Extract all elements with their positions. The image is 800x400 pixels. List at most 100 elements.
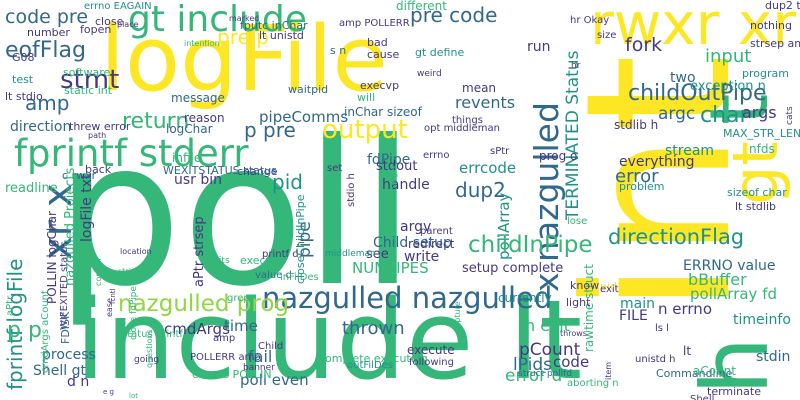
word-thrown: thrown xyxy=(342,318,405,339)
word-pre-code: pre code xyxy=(410,3,498,27)
word-unistd-h: unistd h xyxy=(635,354,676,365)
word-wexitstatus-status: WEXITSTATUS status xyxy=(163,164,277,177)
word-nothing: nothing xyxy=(750,19,792,32)
word-write: write xyxy=(404,249,440,265)
word-going: going xyxy=(134,355,160,365)
word-ls-l: ls l xyxy=(655,323,669,334)
word-size: size xyxy=(597,30,617,41)
word-directionflag: directionFlag xyxy=(608,225,745,249)
word-light: light xyxy=(566,296,591,309)
word-waitpid: waitpid xyxy=(288,83,329,96)
word-aptr-strsep: aPtr strsep xyxy=(192,216,207,287)
word-poll: poll xyxy=(55,98,416,331)
word-numpipes: NUMPIPES xyxy=(352,259,429,277)
word-file: FILE xyxy=(619,308,648,324)
word-bad: bad xyxy=(367,36,388,49)
word-stdlib-h: stdlib h xyxy=(614,118,659,132)
word-stmt: stmt xyxy=(60,65,120,95)
word-include-lt: include lt xyxy=(75,276,583,400)
word-set: set xyxy=(327,163,343,174)
word-revents: revents xyxy=(455,93,516,112)
word-inchar-sizeof: inChar sizeof xyxy=(344,105,422,119)
word-threw-error: threw error xyxy=(69,120,131,133)
word-will: will xyxy=(357,91,376,104)
word-d-n: d n xyxy=(67,374,90,390)
word-sptr: sPtr xyxy=(490,146,510,157)
word-main: main xyxy=(620,296,655,312)
word-pid: pid xyxy=(272,170,303,194)
word-pipecomms: pipeComms xyxy=(259,108,349,126)
word-cats: cats xyxy=(785,106,795,125)
word-close: close xyxy=(95,15,124,28)
word-errno-eagain: errno EAGAIN xyxy=(84,1,152,12)
word-stdin: stdin xyxy=(756,349,791,365)
word-dup2-threw: dup2 threw xyxy=(765,0,800,12)
word-childinpipe: childInPipe xyxy=(468,232,593,258)
word-splits: Splits xyxy=(205,256,230,266)
word-fdpipe: fdPipe xyxy=(367,152,411,168)
word-child-setup: Child setup xyxy=(373,235,452,251)
word-dup2: dup2 xyxy=(455,178,506,202)
word-amp: amp xyxy=(25,91,70,115)
word-amp-pollerr: amp POLLERR xyxy=(339,18,410,29)
word-gt-define: gt define xyxy=(415,46,465,59)
word-fork: fork xyxy=(625,34,663,56)
word-closechildinpipe: closeChildInPipe xyxy=(294,194,307,285)
word-g08: G08 xyxy=(12,51,35,64)
word-prog-o: prog o xyxy=(539,149,578,163)
word-argv: argv xyxy=(400,219,432,235)
word-things: things xyxy=(452,115,483,126)
word-program: program xyxy=(742,67,789,80)
word-run: run xyxy=(527,39,551,55)
word-setup-complete: setup complete xyxy=(462,261,564,276)
word-know: know xyxy=(570,279,600,292)
word-lot: lot xyxy=(129,392,138,400)
word-following: following xyxy=(409,357,454,368)
word-printf-d: printf d xyxy=(262,249,299,260)
word-errcode: errcode xyxy=(459,159,517,177)
word-nazgulled-prog: nazgulled prog xyxy=(118,291,289,317)
word-aptr: aPtr xyxy=(5,295,16,316)
word-terminate: terminate xyxy=(707,385,761,398)
word-nazgulled-nazgulled: nazgulled nazgulled xyxy=(262,281,553,315)
word-infildes: inFilDes xyxy=(280,272,319,283)
word-commandline: Commandline xyxy=(656,367,733,380)
word-weird: weird xyxy=(417,69,442,79)
word-argc: argc xyxy=(658,104,696,124)
word-redirect: redirect xyxy=(408,237,455,251)
word-shell-gt: Shell gt xyxy=(33,363,86,379)
word-execute: execute xyxy=(407,343,455,357)
word-grep: grep xyxy=(227,293,250,304)
word-pollerr-amp: POLLERR amp xyxy=(190,352,261,363)
word-poll-even: poll even xyxy=(240,371,309,389)
word-intention: intention xyxy=(184,39,220,48)
word-p-pre: p pre xyxy=(244,118,296,142)
word-timeinfo: timeinfo xyxy=(733,312,791,328)
word-process: process xyxy=(42,347,96,363)
word-readline: readline xyxy=(5,181,58,196)
word-value-d: value d xyxy=(255,270,292,281)
word-amp: amp xyxy=(213,333,236,344)
word-e-g: e g xyxy=(103,388,114,396)
word-item: item xyxy=(604,361,613,380)
word-s-n: s n xyxy=(330,44,347,57)
word-nazgulled-projects: nazgulled Projects xyxy=(63,167,78,286)
word-execv: execv xyxy=(240,254,273,267)
word-capture: capture xyxy=(453,301,462,332)
word-time: time xyxy=(224,317,258,335)
word-problem: problem xyxy=(619,180,665,193)
word-path: path xyxy=(88,131,107,140)
word-infile: infile xyxy=(172,151,202,165)
word-message: message xyxy=(171,91,225,105)
word-fopen: fopen xyxy=(80,23,112,36)
word-fdisk: FDISK xyxy=(59,311,72,344)
word-stdout: stdout xyxy=(376,159,418,174)
word-struct-pollfd: struct pollfd xyxy=(518,369,573,379)
word-lpids: lPids xyxy=(513,355,552,375)
word-marked: marked xyxy=(229,14,260,23)
word-number: number xyxy=(27,26,70,39)
word-child: Child xyxy=(258,341,284,352)
word-fprintf-stderr: fprintf stderr xyxy=(14,132,249,175)
word-handle: handle xyxy=(382,177,430,193)
word-code-pre: code pre xyxy=(5,6,89,28)
